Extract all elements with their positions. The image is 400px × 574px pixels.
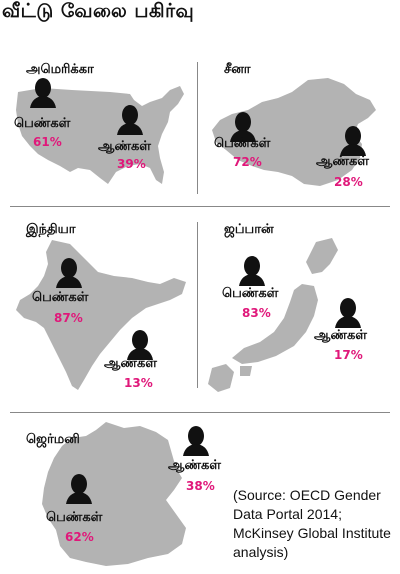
men-pct-germany: 38% [186,479,215,493]
men-label-germany: ஆண்கள் [168,458,222,473]
person-silhouette-icon [239,256,265,286]
men-label-china: ஆண்கள் [316,154,370,169]
person-silhouette-icon [335,298,361,328]
men-pct-usa: 39% [117,157,146,171]
person-silhouette-icon [183,426,209,456]
person-silhouette-icon [66,474,92,504]
women-label-germany: பெண்கள் [46,510,103,525]
usa-map [16,86,184,184]
person-silhouette-icon [56,258,82,288]
source-note: (Source: OECD Gender Data Portal 2014; M… [233,487,391,560]
divider-vertical-middle [197,222,198,388]
page-title: வீட்டு வேலை பகிர்வு [2,0,195,22]
women-label-japan: பெண்கள் [222,286,279,301]
divider-vertical-top [197,62,198,194]
men-pct-india: 13% [124,376,153,390]
women-pct-japan: 83% [242,306,271,320]
women-pct-china: 72% [233,155,262,169]
men-label-japan: ஆண்கள் [314,328,368,343]
person-silhouette-icon [117,105,143,135]
japan-map [208,238,338,392]
country-label-china: சீனா [224,62,251,77]
india-map [16,240,186,390]
women-pct-india: 87% [54,311,83,325]
country-label-germany: ஜெர்மனி [26,432,80,447]
women-label-china: பெண்கள் [214,136,271,151]
divider-horizontal-1 [10,206,390,207]
country-label-usa: அமெரிக்கா [26,62,94,77]
country-label-japan: ஜப்பான் [224,222,274,237]
person-silhouette-icon [30,78,56,108]
person-silhouette-icon [127,330,153,360]
men-pct-china: 28% [334,175,363,189]
women-pct-usa: 61% [33,135,62,149]
germany-map [42,422,186,566]
women-label-usa: பெண்கள் [14,116,71,131]
divider-horizontal-2 [10,412,390,413]
men-label-usa: ஆண்கள் [98,139,152,154]
person-silhouette-icon [230,112,256,142]
person-silhouette-icon [340,126,366,156]
men-pct-japan: 17% [334,348,363,362]
country-label-india: இந்தியா [26,222,76,237]
china-map [212,78,376,186]
women-label-india: பெண்கள் [32,290,89,305]
women-pct-germany: 62% [65,530,94,544]
men-label-india: ஆண்கள் [104,356,158,371]
